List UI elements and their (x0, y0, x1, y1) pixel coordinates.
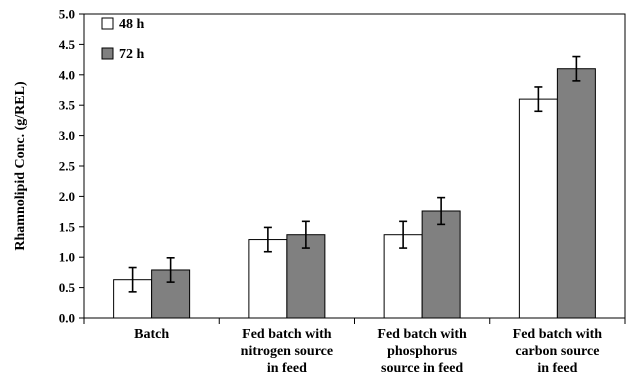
x-category-label: Fed batch with nitrogen source in feed (241, 327, 333, 376)
y-tick-label: 0.5 (59, 280, 76, 295)
x-category-label-line: phosphorus (387, 344, 458, 359)
y-tick-label: 2.0 (59, 189, 75, 204)
y-axis-title: Rhamnolipid Conc. (g/REL) (13, 81, 28, 251)
x-category-label-line: Fed batch with (242, 327, 332, 342)
x-category-label-line: Fed batch with (513, 327, 603, 342)
y-axis: 0.0 0.5 1.0 1.5 2.0 2.5 3.0 3.5 4.0 4.5 5.0 (59, 7, 84, 326)
x-category-label-line: Batch (134, 327, 169, 342)
bar (518, 98, 558, 319)
x-category-label-line: source in feed (381, 361, 463, 376)
legend-label: 72 h (119, 47, 145, 62)
y-tick-label: 0.0 (59, 311, 75, 326)
y-tick-label: 4.5 (59, 37, 76, 52)
y-tick-label: 3.5 (59, 98, 76, 113)
x-category-label: Fed batch with phosphorus source in feed (377, 327, 467, 376)
x-category-label: Fed batch with carbon source in feed (513, 327, 603, 376)
y-tick-label: 1.0 (59, 250, 75, 265)
y-tick-label: 2.5 (59, 159, 76, 174)
bar (421, 210, 461, 319)
bar (556, 68, 596, 319)
bar-group (113, 68, 596, 319)
x-category-label-line: in feed (537, 361, 577, 376)
x-category-label: Batch (134, 327, 169, 342)
x-category-label-line: Fed batch with (377, 327, 467, 342)
error-bar-group (128, 55, 581, 293)
legend: 48 h 72 h (101, 17, 145, 62)
y-tick-label: 3.0 (59, 128, 75, 143)
x-axis: Batch Fed batch with nitrogen source in fee… (83, 318, 626, 376)
y-tick-label: 1.5 (59, 219, 76, 234)
legend-swatch (101, 17, 114, 30)
legend-label: 48 h (119, 17, 145, 32)
bar (383, 234, 423, 319)
x-category-label-line: in feed (267, 361, 307, 376)
x-category-label-line: carbon source (515, 344, 599, 359)
x-category-label-line: nitrogen source (241, 344, 333, 359)
legend-swatch (101, 47, 114, 60)
y-tick-label: 5.0 (59, 7, 75, 22)
y-tick-label: 4.0 (59, 67, 75, 82)
